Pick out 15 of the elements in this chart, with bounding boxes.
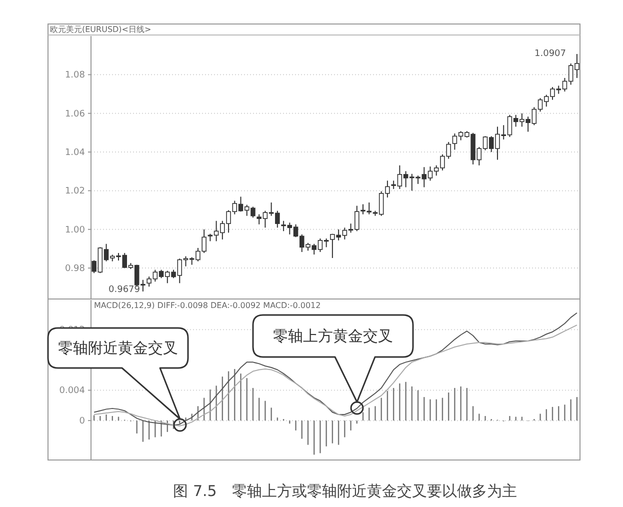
y-tick-label: 1.02 — [64, 186, 85, 197]
y-tick-label: 0.98 — [64, 264, 86, 274]
annotation: 零轴附近黄金交叉 — [58, 339, 178, 357]
chart-title: 欧元美元(EURUSD)<日线> — [50, 25, 152, 34]
chart-title: MACD(26,12,9) DIFF:-0.0098 DEA:-0.0092 MACD:-0.0012 — [94, 301, 321, 310]
y-tick-label: 1.00 — [64, 225, 86, 236]
y-tick-label: 1.08 — [64, 70, 86, 81]
caption: 图 7.5 零轴上方或零轴附近黄金交叉要以做多为主 — [173, 482, 517, 500]
y-tick-label: 0 — [79, 416, 86, 427]
annotation: 0.9679 — [108, 285, 140, 295]
annotation: 1.0907 — [534, 49, 566, 59]
annotation: 零轴上方黄金交叉 — [273, 327, 393, 345]
y-tick-label: 1.04 — [64, 148, 86, 158]
y-tick-label: 1.06 — [64, 109, 86, 120]
y-tick-label: 0.004 — [59, 386, 86, 396]
